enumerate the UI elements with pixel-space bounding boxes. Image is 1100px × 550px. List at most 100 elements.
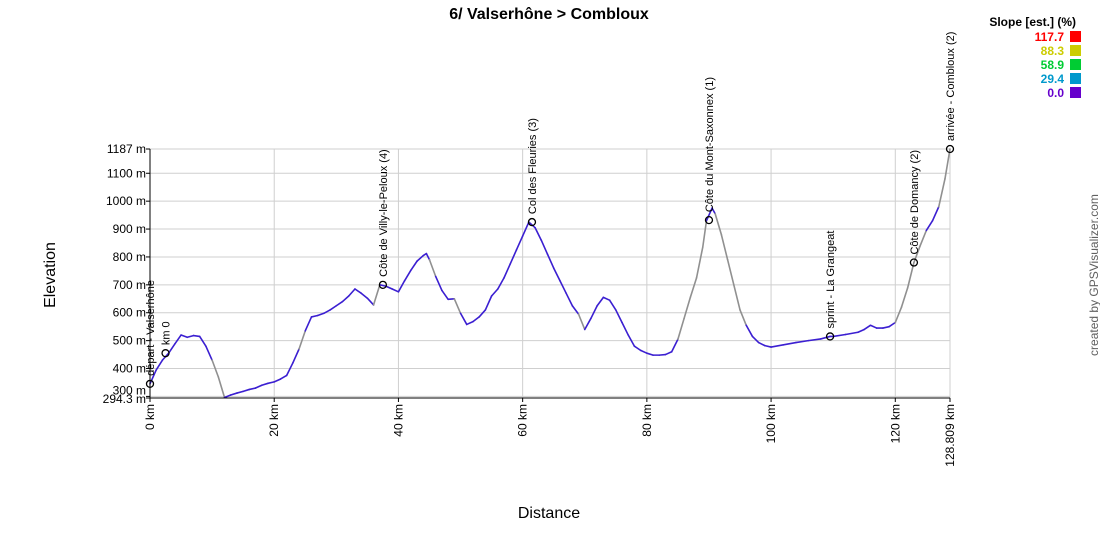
profile-segment	[273, 378, 282, 383]
plot-frame	[149, 149, 950, 399]
waypoint-label: Côte de Domancy (2)	[909, 150, 921, 255]
profile-segment	[944, 148, 951, 180]
profile-segment	[155, 359, 164, 371]
profile-segment	[174, 334, 182, 345]
waypoint-label: Côte du Mont-Saxonnex (1)	[704, 77, 716, 212]
profile-segment	[434, 275, 443, 292]
y-tick-label: 900 m	[113, 222, 146, 236]
profile-segment	[503, 263, 512, 279]
y-tick-label: 294.3 m	[103, 392, 146, 406]
profile-segment	[900, 286, 909, 308]
legend-title: Slope [est.] (%)	[989, 15, 1076, 29]
profile-segment	[751, 335, 760, 344]
profile-segment	[186, 334, 195, 339]
profile-segment	[441, 289, 449, 301]
y-tick-label: 700 m	[113, 278, 146, 292]
profile-segment	[292, 348, 300, 364]
profile-segment	[534, 226, 543, 242]
y-tick-label: 1000 m	[106, 194, 146, 208]
profile-segment	[590, 304, 598, 320]
profile-segment	[701, 219, 708, 248]
profile-segment	[596, 296, 605, 307]
profile-segment	[385, 285, 394, 290]
profile-segment	[882, 325, 890, 329]
profile-segment	[844, 331, 859, 336]
legend-swatch	[1070, 45, 1081, 56]
y-tick-label: 400 m	[113, 362, 146, 376]
profile-segment	[683, 296, 692, 320]
profile-segment	[633, 345, 642, 352]
x-axis-label: Distance	[518, 505, 580, 522]
profile-segment	[180, 334, 189, 339]
profile-segment	[711, 207, 716, 215]
profile-segment	[546, 253, 555, 269]
profile-segment	[465, 320, 474, 326]
profile-segment	[341, 295, 350, 303]
y-tick-label: 1100 m	[107, 166, 146, 180]
waypoint-marker	[945, 144, 955, 154]
waypoint-marker	[378, 280, 388, 289]
profile-segment	[205, 345, 213, 361]
waypoint-marker	[527, 217, 537, 227]
profile-segment	[335, 300, 344, 307]
legend-value: 88.3	[1041, 44, 1065, 58]
profile-segment	[267, 381, 276, 385]
profile-segment	[695, 246, 704, 279]
y-axis-label: Elevation	[42, 242, 59, 308]
legend-swatch	[1070, 87, 1081, 98]
profile-segment	[621, 321, 630, 336]
profile-segment	[739, 309, 748, 327]
profile-segment	[316, 312, 325, 317]
x-tick-label: 20 km	[267, 404, 281, 437]
waypoint-marker	[825, 332, 835, 341]
elevation-profile	[149, 148, 951, 399]
profile-segment	[931, 205, 940, 222]
profile-segment	[360, 292, 369, 300]
profile-segment	[521, 221, 530, 237]
profile-segment	[832, 333, 847, 338]
profile-segment	[608, 299, 617, 311]
profile-segment	[236, 390, 244, 394]
credit-text: created by GPSVisualizer.com	[1087, 194, 1100, 356]
profile-segment	[490, 288, 499, 297]
profile-segment	[757, 341, 766, 347]
profile-segment	[552, 267, 561, 282]
slope-legend: Slope [est.] (%) 117.788.358.929.40.0	[989, 15, 1081, 100]
profile-segment	[670, 338, 679, 353]
legend-swatch	[1070, 59, 1081, 70]
profile-segment	[528, 221, 536, 229]
profile-segment	[627, 334, 636, 348]
profile-segment	[229, 392, 238, 396]
profile-segment	[639, 349, 648, 354]
profile-segment	[425, 252, 431, 261]
waypoint-label: km 0	[161, 321, 173, 345]
x-tick-label: 0 km	[143, 404, 157, 430]
profile-segment	[198, 335, 207, 348]
profile-segment	[347, 288, 356, 297]
profile-segment	[285, 362, 294, 377]
profile-segment	[217, 376, 226, 399]
profile-segment	[571, 304, 580, 315]
profile-segment	[428, 258, 437, 278]
profile-segment	[453, 297, 462, 315]
profile-segment	[478, 309, 487, 318]
profile-segment	[540, 239, 549, 255]
profile-segment	[223, 394, 232, 399]
profile-segment	[819, 335, 831, 340]
profile-segment	[472, 316, 480, 323]
profile-segment	[298, 330, 307, 350]
profile-segment	[705, 207, 713, 222]
x-tick-label: 60 km	[516, 404, 530, 437]
profile-segment	[279, 374, 288, 380]
profile-segment	[857, 328, 866, 334]
profile-segment	[484, 295, 493, 311]
profile-segment	[397, 279, 406, 293]
x-tick-label: 120 km	[888, 404, 902, 443]
profile-segment	[242, 388, 251, 393]
profile-segment	[782, 341, 797, 346]
profile-segment	[615, 309, 623, 324]
profile-segment	[372, 284, 381, 306]
profile-segment	[565, 292, 574, 307]
profile-segment	[497, 277, 505, 290]
profile-segment	[509, 249, 518, 265]
